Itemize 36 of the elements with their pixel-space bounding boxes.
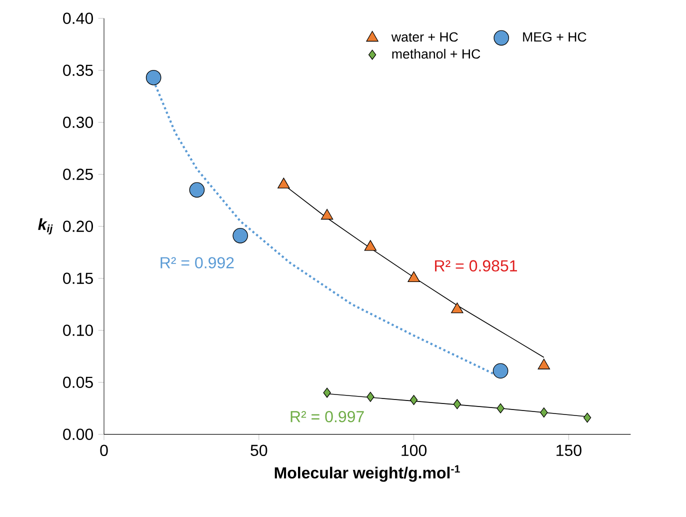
point: [410, 395, 418, 406]
x-tick-label: 0: [100, 444, 108, 456]
point: [538, 358, 550, 370]
point: [323, 388, 331, 398]
point: [453, 399, 462, 410]
x-tick-label: 50: [250, 444, 268, 456]
point: [232, 228, 248, 244]
point: [583, 412, 592, 423]
annotation: R² = 0.992: [160, 257, 234, 268]
y-tick-label: 0.30: [63, 116, 93, 128]
legend-label: methanol + HC: [392, 48, 480, 59]
annotation: R² = 0.997: [290, 410, 364, 422]
point: [540, 407, 548, 418]
x-axis-title: Molecular weight/g.mol$^{-1}$: [274, 465, 460, 482]
y-tick-label: 0.35: [63, 64, 93, 76]
y-axis-title: k$_{ij}$: [38, 218, 53, 234]
y-tick-label: 0.20: [63, 220, 93, 232]
y-tick-label: 0.05: [63, 376, 93, 388]
y-tick-label: 0.15: [63, 272, 93, 284]
point: [408, 271, 420, 282]
legend-label: water + HC: [391, 32, 458, 42]
y-tick-label: 0.10: [63, 324, 93, 336]
point: [364, 240, 377, 251]
y-tick-label: 0.25: [63, 168, 93, 180]
x-tick-label: 150: [556, 444, 582, 456]
legend-label: MEG + HC: [523, 32, 586, 42]
point: [496, 403, 504, 414]
point: [492, 363, 508, 379]
point: [320, 208, 334, 220]
x-tick-label: 100: [402, 444, 427, 456]
y-tick-label: 0.00: [63, 428, 93, 440]
annotation: R² = 0.9851: [435, 260, 517, 272]
point: [366, 392, 374, 402]
y-tick-label: 0.40: [63, 12, 93, 24]
point: [278, 178, 290, 188]
point: [451, 302, 464, 314]
